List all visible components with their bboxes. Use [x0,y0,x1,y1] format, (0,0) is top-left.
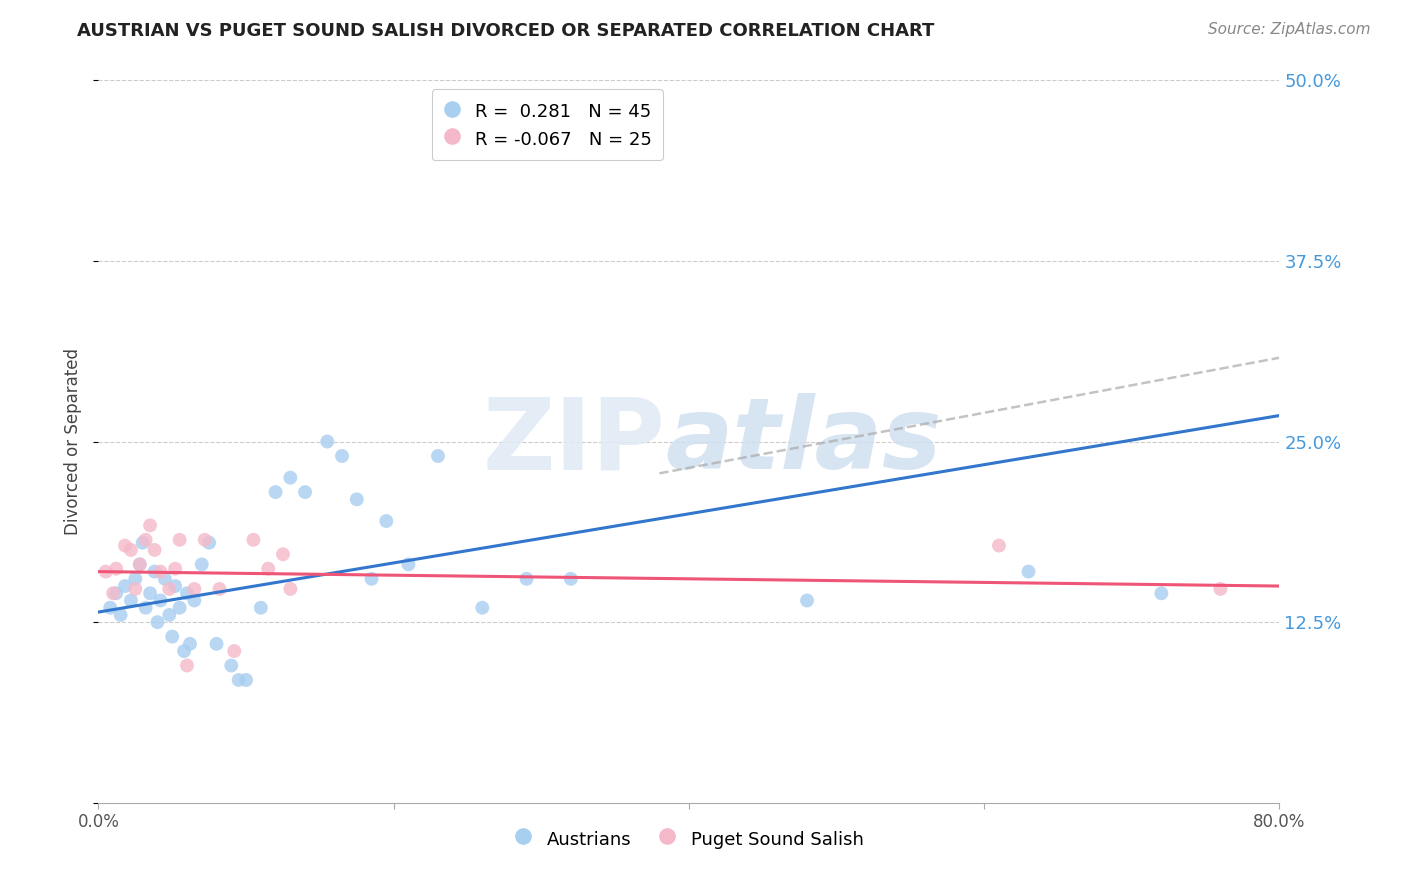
Point [1150,586,1173,600]
Point [398,558,420,572]
Point [149,565,172,579]
Point [427,449,450,463]
Point [194,533,217,547]
Point [471,600,494,615]
Point [135,600,157,615]
Text: atlas: atlas [665,393,942,490]
Text: AUSTRIAN VS PUGET SOUND SALISH DIVORCED OR SEPARATED CORRELATION CHART: AUSTRIAN VS PUGET SOUND SALISH DIVORCED … [77,22,935,40]
Point [1018,565,1040,579]
Point [294,485,316,500]
Point [143,542,166,557]
Point [146,615,169,630]
Point [173,644,195,658]
Point [98,600,121,615]
Point [132,535,155,549]
Point [988,539,1011,553]
Point [94,565,117,579]
Point [516,572,538,586]
Point [183,593,205,607]
Point [157,582,180,596]
Point [124,572,146,586]
Point [110,607,132,622]
Point [105,562,128,576]
Point [135,533,157,547]
Point [257,562,280,576]
Point [176,586,198,600]
Point [271,547,294,561]
Point [139,518,162,533]
Point [165,562,187,576]
Point [157,607,180,622]
Point [120,542,142,557]
Text: Source: ZipAtlas.com: Source: ZipAtlas.com [1208,22,1371,37]
Point [205,637,228,651]
Point [162,630,183,644]
Point [242,533,264,547]
Point [105,586,128,600]
Point [114,539,136,553]
Point [128,558,150,572]
Point [264,485,287,500]
Point [360,572,382,586]
Point [280,582,302,596]
Point [250,600,273,615]
Point [139,586,162,600]
Point [143,565,166,579]
Point [128,558,150,572]
Point [191,558,214,572]
Point [183,582,205,596]
Point [375,514,398,528]
Point [176,658,198,673]
Point [114,579,136,593]
Y-axis label: Divorced or Separated: Divorced or Separated [65,348,83,535]
Point [280,470,302,484]
Point [330,449,353,463]
Point [198,535,221,549]
Point [221,658,243,673]
Point [149,593,172,607]
Point [1209,582,1232,596]
Point [165,579,187,593]
Point [316,434,339,449]
Point [120,593,142,607]
Point [560,572,582,586]
Point [153,572,176,586]
Point [224,644,246,658]
Point [124,582,146,596]
Legend: Austrians, Puget Sound Salish: Austrians, Puget Sound Salish [505,819,873,859]
Point [169,600,191,615]
Point [346,492,368,507]
Point [235,673,257,687]
Point [179,637,201,651]
Text: ZIP: ZIP [482,393,665,490]
Point [169,533,191,547]
Point [228,673,250,687]
Point [796,593,818,607]
Point [208,582,231,596]
Point [103,586,125,600]
